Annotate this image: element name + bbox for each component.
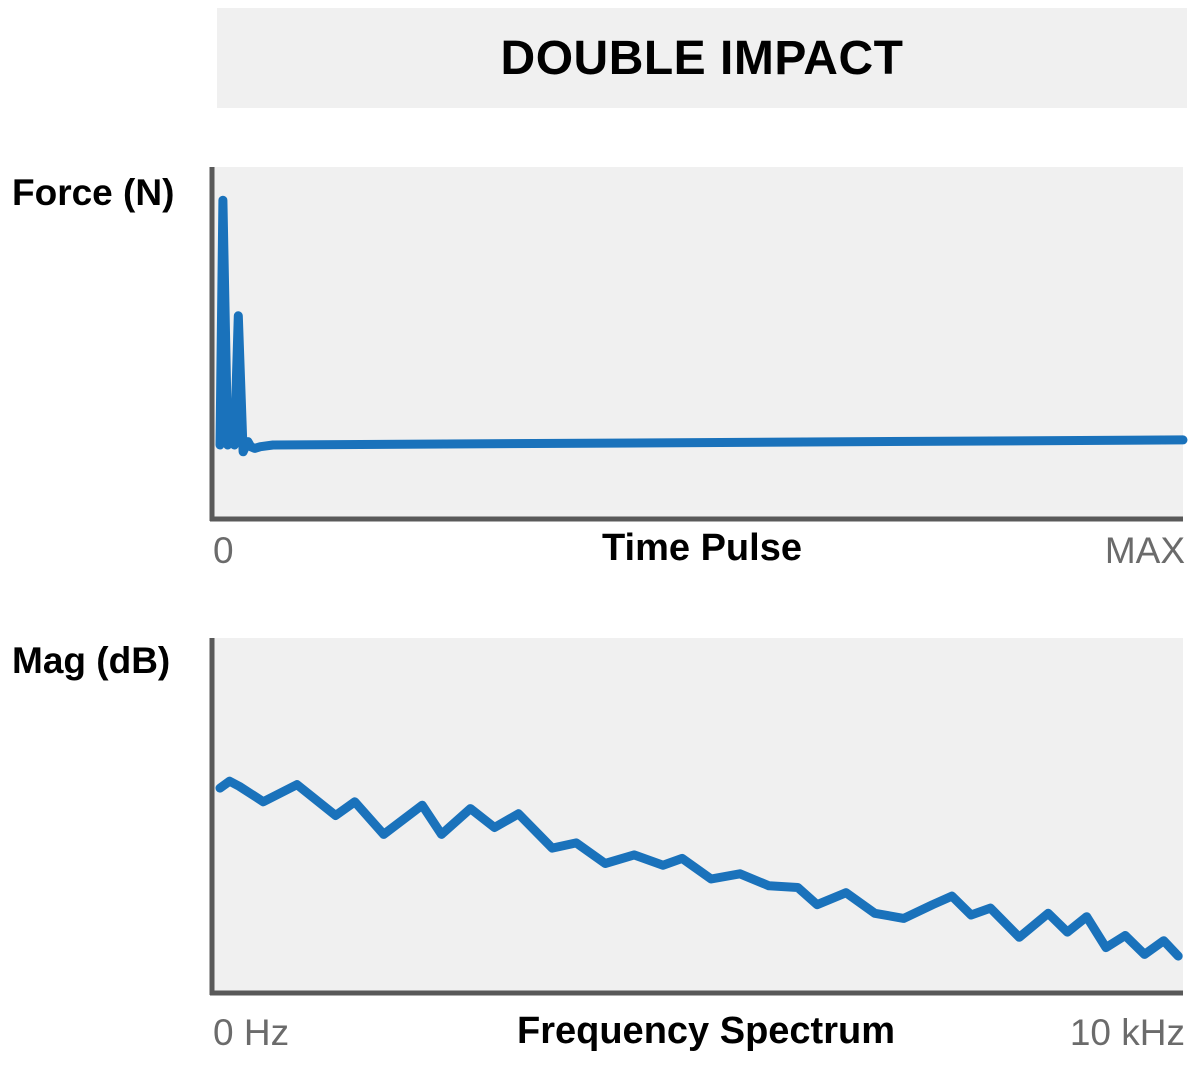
magnitude-plot-background — [212, 638, 1183, 993]
force-series-line-0 — [215, 195, 1188, 457]
force-axis-label: Force (N) — [12, 172, 175, 213]
frequency-tick-start: 0 Hz — [213, 1012, 290, 1053]
time-tick-start: 0 — [213, 530, 234, 571]
magnitude-series-line-0 — [215, 776, 1183, 961]
force-plot-background — [212, 167, 1183, 519]
frequency-axis-label: Frequency Spectrum — [517, 1010, 895, 1052]
force-chart — [209, 167, 1188, 522]
magnitude-axis-label: Mag (dB) — [12, 640, 171, 681]
chart-title: DOUBLE IMPACT — [500, 31, 904, 85]
frequency-tick-end: 10 kHz — [1069, 1012, 1185, 1053]
title-banner: DOUBLE IMPACT — [217, 8, 1187, 108]
time-tick-end: MAX — [1104, 530, 1185, 571]
time-axis-label: Time Pulse — [602, 527, 802, 569]
magnitude-chart — [209, 638, 1183, 996]
